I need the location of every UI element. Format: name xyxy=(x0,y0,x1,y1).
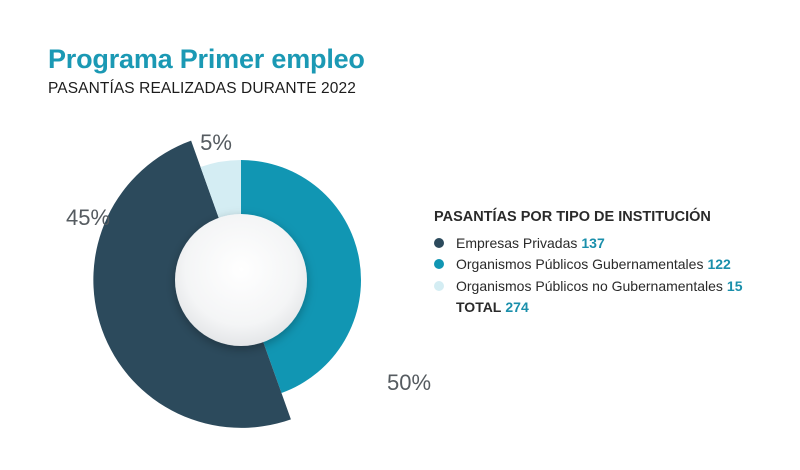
legend: PASANTÍAS POR TIPO DE INSTITUCIÓN Empres… xyxy=(434,209,743,318)
total-label: TOTAL xyxy=(456,299,502,316)
legend-dot xyxy=(434,280,444,291)
slice-percent-label: 45% xyxy=(66,205,110,230)
labels-layer: 50% 45% 5% xyxy=(66,130,431,395)
chart-subtitle: PASANTÍAS REALIZADAS DURANTE 2022 xyxy=(48,80,356,97)
legend-item-empresas-privadas: Empresas Privadas 137 xyxy=(434,232,743,254)
legend-value: 122 xyxy=(707,256,731,273)
slice-percent-label: 5% xyxy=(200,130,232,155)
legend-title: PASANTÍAS POR TIPO DE INSTITUCIÓN xyxy=(434,209,711,225)
total-value: 274 xyxy=(505,299,529,316)
legend-label: Organismos Públicos no Gubernamentales xyxy=(456,277,723,294)
legend-item-organismos-no-gubernamentales: Organismos Públicos no Gubernamentales 1… xyxy=(434,275,743,297)
legend-value: 137 xyxy=(581,234,605,251)
chart-title: Programa Primer empleo xyxy=(48,44,365,74)
legend-label: Empresas Privadas xyxy=(456,234,578,251)
slice-percent-label: 50% xyxy=(387,370,431,395)
legend-dot xyxy=(434,237,444,248)
donut-hole xyxy=(175,214,307,346)
legend-value: 15 xyxy=(726,277,743,294)
legend-item-organismos-gubernamentales: Organismos Públicos Gubernamentales 122 xyxy=(434,254,743,276)
legend-total: TOTAL 274 xyxy=(434,297,743,319)
legend-dot xyxy=(434,259,444,270)
legend-label: Organismos Públicos Gubernamentales xyxy=(456,256,704,273)
